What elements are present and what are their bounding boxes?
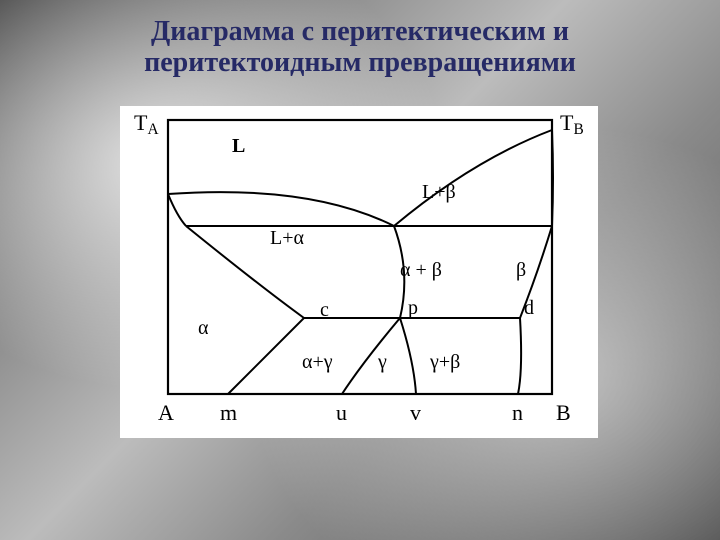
slide-title: Диаграмма с перитектическим и перитектои… — [0, 16, 720, 79]
svg-text:TA: TA — [134, 110, 159, 138]
svg-text:γ: γ — [377, 351, 387, 373]
svg-text:A: A — [158, 400, 174, 425]
svg-text:n: n — [512, 400, 523, 425]
svg-text:L+β: L+β — [422, 181, 456, 203]
svg-text:u: u — [336, 400, 347, 425]
svg-text:m: m — [220, 400, 237, 425]
svg-text:α + β: α + β — [400, 259, 442, 281]
title-line-2: перитектоидным превращениями — [144, 47, 576, 78]
svg-text:α+γ: α+γ — [302, 351, 333, 373]
phase-diagram: TA TB A Bm u v n L L+α L+β α + β β α α+γ γ γ+β c p d — [120, 106, 598, 438]
svg-text:TB: TB — [560, 110, 584, 138]
svg-text:α: α — [198, 317, 209, 339]
title-line-1: Диаграмма с перитектическим и — [151, 16, 569, 47]
svg-text:v: v — [410, 400, 421, 425]
svg-text:β: β — [516, 259, 526, 281]
svg-text:d: d — [524, 297, 534, 319]
svg-text:L: L — [232, 135, 245, 157]
svg-text:c: c — [320, 299, 329, 321]
svg-text:γ+β: γ+β — [429, 351, 460, 373]
svg-text:L+α: L+α — [270, 227, 304, 249]
diagram-panel: TA TB A Bm u v n L L+α L+β α + β β α α+γ γ γ+β c p d — [120, 106, 598, 438]
svg-text:p: p — [408, 297, 418, 319]
svg-text:B: B — [556, 400, 571, 425]
